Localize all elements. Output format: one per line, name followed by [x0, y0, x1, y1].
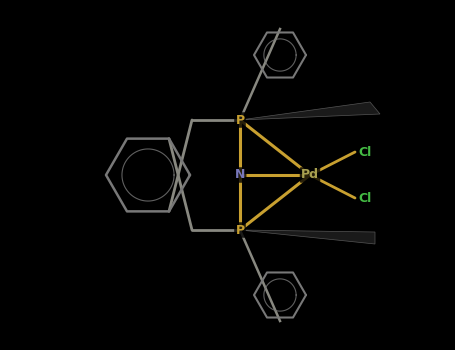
Text: Pd: Pd [301, 168, 319, 182]
Text: P: P [235, 113, 245, 126]
Polygon shape [240, 102, 380, 120]
Polygon shape [240, 230, 375, 244]
Text: Cl: Cl [358, 191, 371, 204]
Text: P: P [235, 224, 245, 237]
Text: Cl: Cl [358, 146, 371, 159]
Text: N: N [235, 168, 245, 182]
